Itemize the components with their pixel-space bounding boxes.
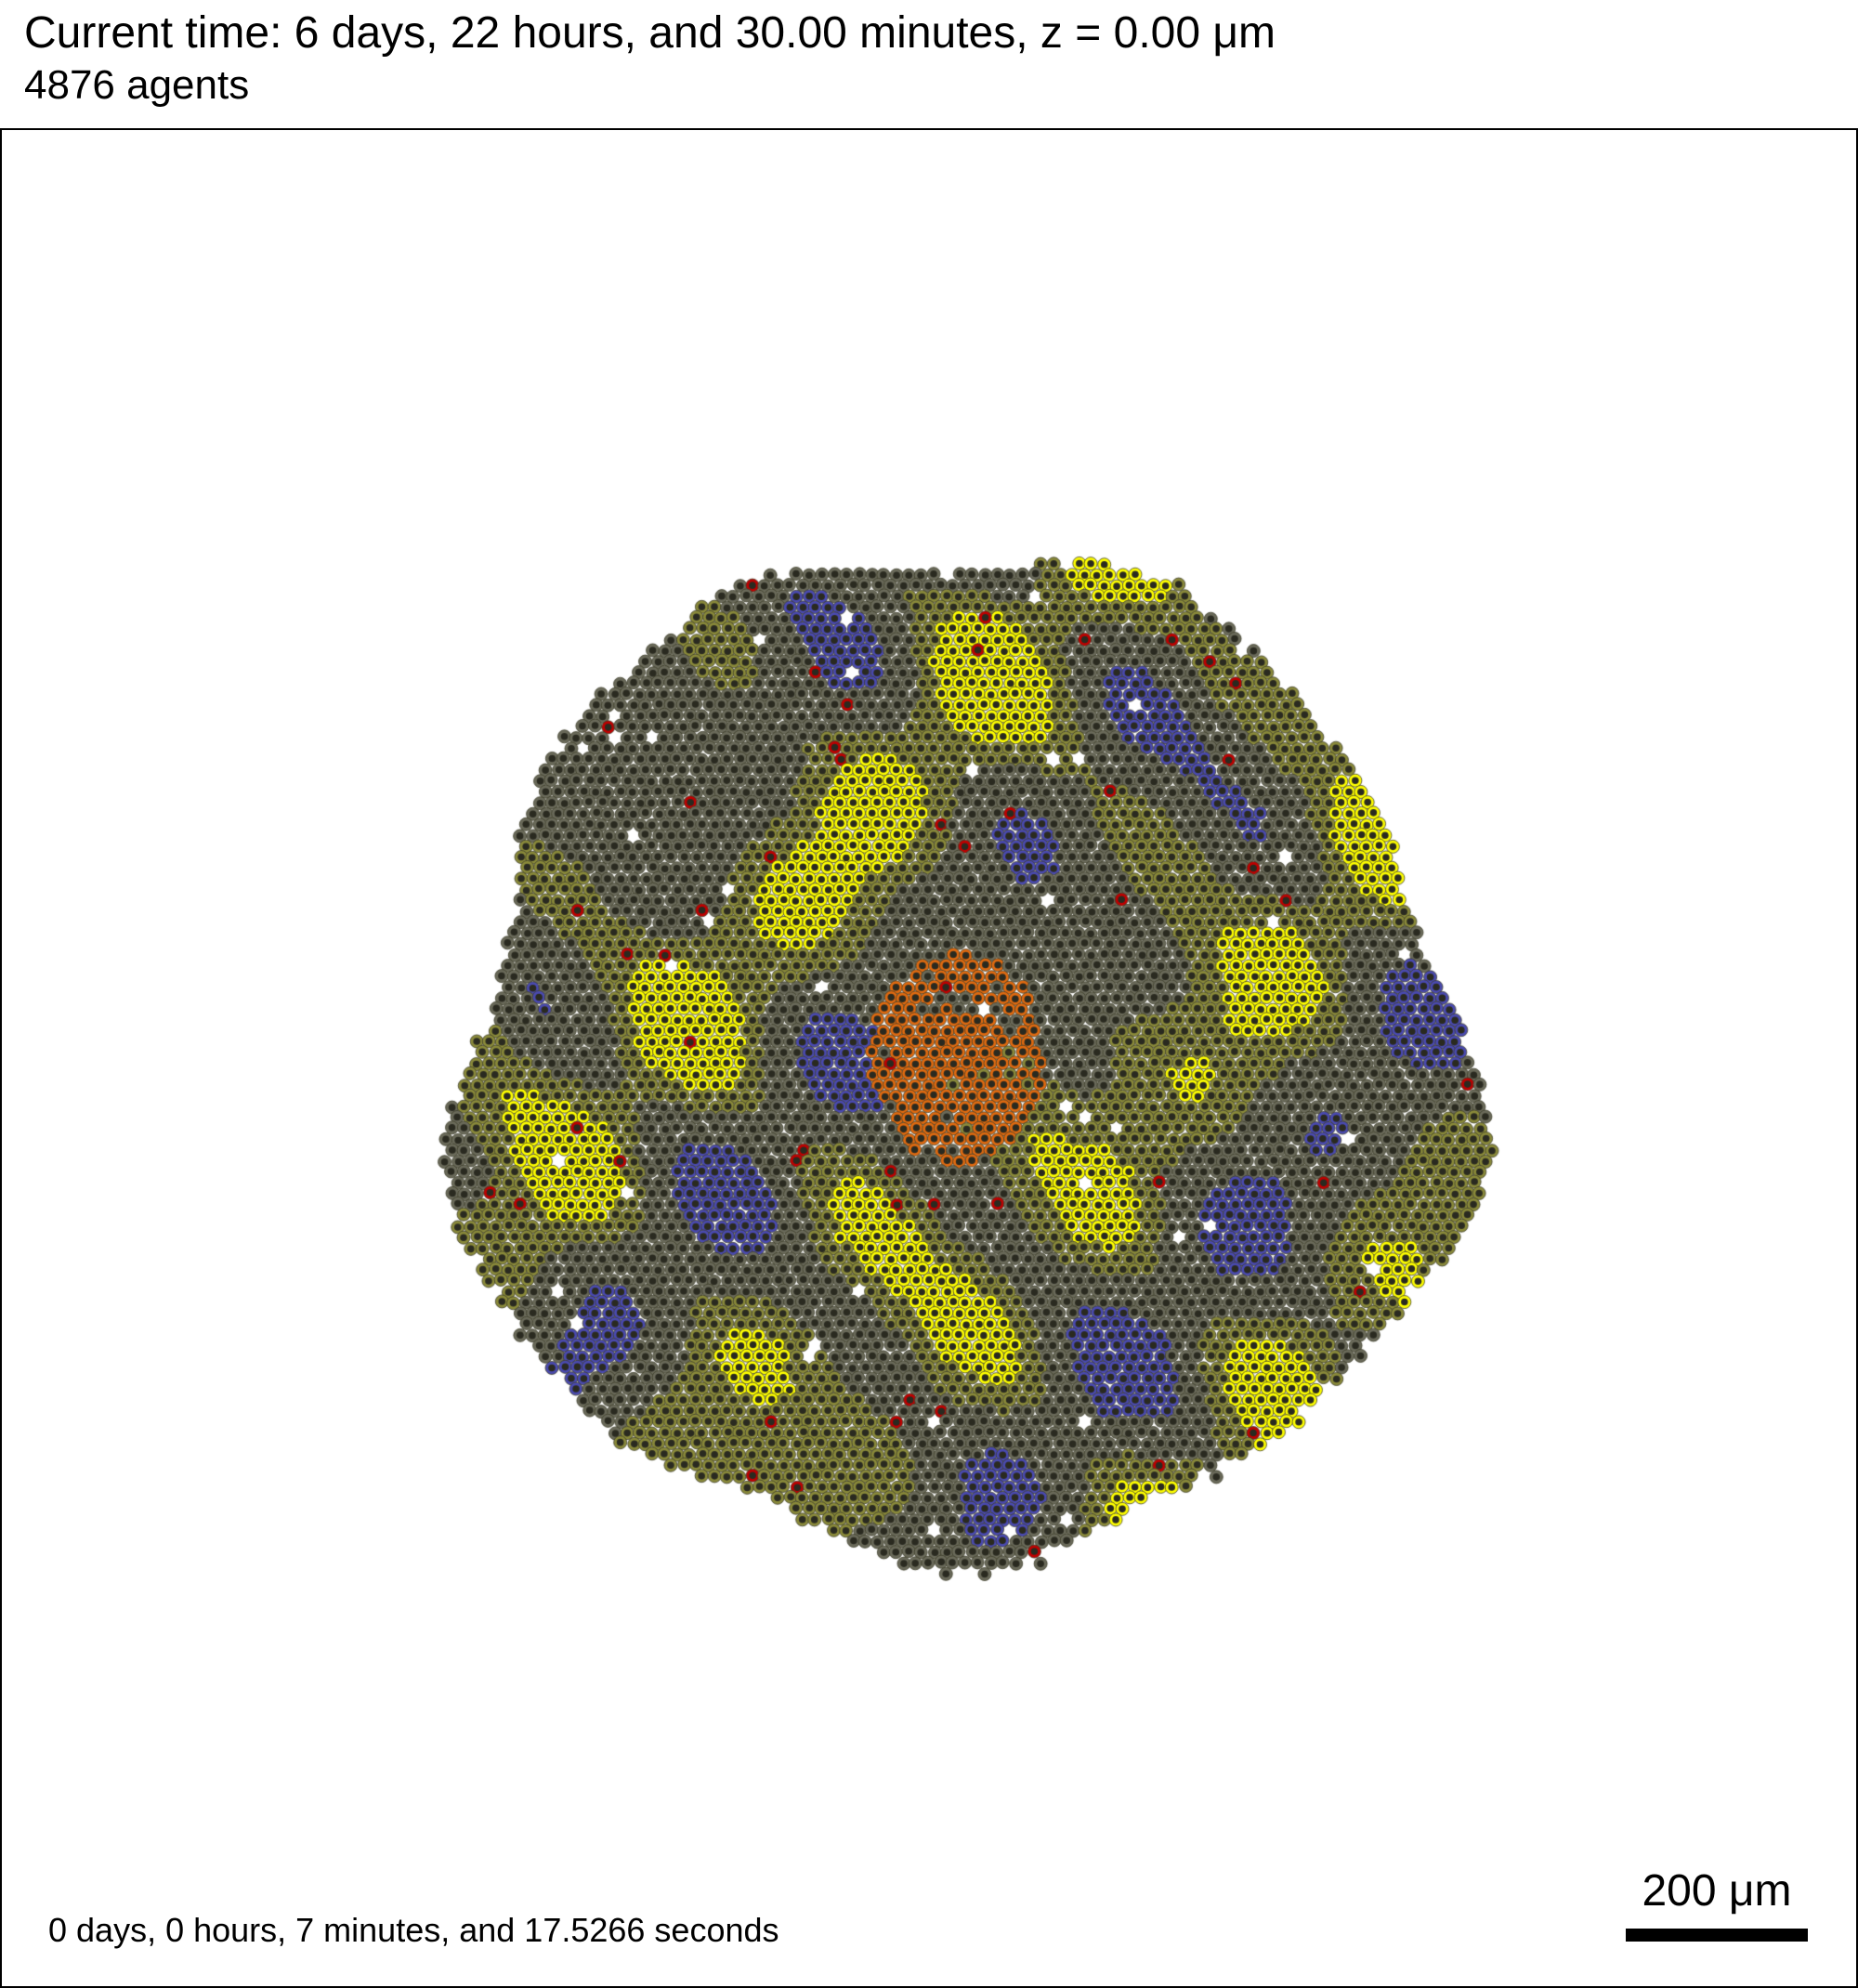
- scale-bar-line: [1626, 1929, 1808, 1942]
- elapsed-time: 0 days, 0 hours, 7 minutes, and 17.5266 …: [48, 1911, 779, 1949]
- header: Current time: 6 days, 22 hours, and 30.0…: [24, 7, 1826, 119]
- scale-bar-label: 200 μm: [1642, 1866, 1792, 1916]
- current-time-title: Current time: 6 days, 22 hours, and 30.0…: [24, 8, 1276, 58]
- cell-population-plot: [2, 130, 1856, 1986]
- agent-count: 4876 agents: [24, 62, 250, 108]
- simulation-frame: 0 days, 0 hours, 7 minutes, and 17.5266 …: [0, 128, 1858, 1988]
- scale-bar: 200 μm: [1626, 1867, 1808, 1942]
